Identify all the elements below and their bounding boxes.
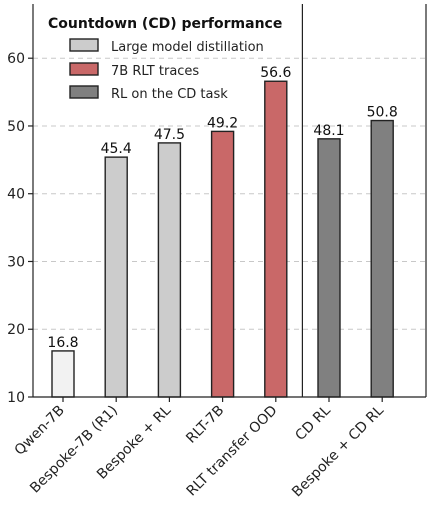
bar-qwen-7b [51, 350, 75, 398]
y-tick-label-60: 60 [7, 51, 25, 67]
legend-swatch-distillation [69, 38, 99, 52]
y-tick-labels: 10 20 30 40 50 60 [7, 51, 33, 406]
x-tick-label-rlt-7b: RLT-7B [183, 403, 227, 447]
value-label-rlt-7b: 49.2 [207, 115, 238, 131]
value-label-qwen-7b: 16.8 [47, 335, 78, 351]
y-tick-label-10: 10 [7, 390, 25, 406]
y-tick-label-20: 20 [7, 322, 25, 338]
legend-swatch-cd-rl [69, 85, 99, 99]
value-label-bespoke-rl: 47.5 [154, 127, 185, 143]
value-label-cd-rl: 48.1 [313, 123, 344, 139]
grid-lines [33, 57, 426, 330]
legend-title: Countdown (CD) performance [48, 16, 282, 32]
x-tick-label-rlt-transfer-ood: RLT transfer OOD [184, 403, 281, 500]
y-tick-label-40: 40 [7, 187, 25, 203]
axes [32, 4, 427, 398]
bar-rlt-transfer-ood [264, 80, 288, 398]
value-label-bespoke-cd-rl: 50.8 [367, 105, 398, 121]
bars [51, 80, 394, 398]
bar-cd-rl [317, 138, 341, 398]
y-tick-label-30: 30 [7, 254, 25, 270]
bar-bespoke-cd-rl [370, 119, 394, 398]
legend-label-distillation: Large model distillation [111, 40, 264, 55]
value-label-rlt-transfer-ood: 56.6 [260, 65, 291, 81]
legend-swatch-rlt [69, 62, 99, 76]
legend-label-cd-rl: RL on the CD task [111, 87, 228, 102]
x-tick-label-bespoke-cd-rl: Bespoke + CD RL [289, 402, 387, 500]
bar-bespoke-7b-r1 [104, 156, 128, 398]
legend-label-rlt: 7B RLT traces [111, 64, 199, 79]
y-tick-label-50: 50 [7, 119, 25, 135]
value-label-bespoke-7b-r1: 45.4 [101, 141, 132, 157]
x-tick-label-cd-rl: CD RL [292, 402, 334, 444]
value-labels: 16.8 45.4 47.5 49.2 56.6 48.1 50.8 [47, 65, 397, 351]
bar-rlt-7b [210, 130, 235, 398]
bar-bespoke-rl [157, 142, 182, 398]
legend: Countdown (CD) performance Large model d… [48, 16, 282, 102]
x-tick-label-qwen-7b: Qwen-7B [12, 403, 68, 459]
